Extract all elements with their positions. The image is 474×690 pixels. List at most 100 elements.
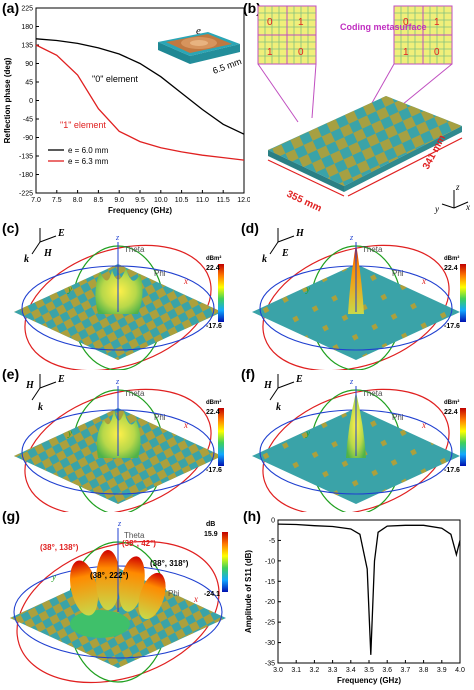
legend: e = 6.0 mm e = 6.3 mm xyxy=(48,146,109,166)
axis-y: y xyxy=(51,572,56,582)
field-label-b: E xyxy=(281,248,289,259)
x-tick-label: 4.0 xyxy=(455,667,465,674)
x-tick-label: 11.5 xyxy=(217,197,230,204)
panel-label-h: (h) xyxy=(243,508,261,524)
dim-x-label: 355 mm xyxy=(285,189,324,215)
y-axis-label: Amplitude of S11 (dB) xyxy=(244,550,253,633)
colorbar-e: dBm² 22.4 -17.6 xyxy=(206,399,224,474)
radiation-pattern-g xyxy=(70,550,166,638)
theta-label: Theta xyxy=(124,531,145,540)
y-tick-label: 180 xyxy=(21,24,33,31)
y-tick-label: -25 xyxy=(265,620,275,627)
y-tick-label: -15 xyxy=(265,579,275,586)
colorbar-min: -17.6 xyxy=(444,467,460,474)
series-line-1 xyxy=(35,44,245,161)
y-tick-label: 0 xyxy=(271,518,275,525)
theta-label: Theta xyxy=(124,245,145,254)
radiation-pattern-e xyxy=(96,410,141,458)
axis-z: z xyxy=(349,377,354,386)
y-tick-label: -20 xyxy=(265,599,275,606)
colorbar-max: 15.9 xyxy=(204,531,218,538)
beam-label-3: (38°, 222°) xyxy=(90,571,129,580)
x-tick-label: 10.0 xyxy=(154,197,168,204)
x-tick-label: 3.9 xyxy=(437,667,447,674)
colorbar-max: 22.4 xyxy=(206,265,220,272)
zero-element-annotation: "0" element xyxy=(92,74,138,84)
series-line-0 xyxy=(277,523,461,655)
colorbar-max: 22.4 xyxy=(206,409,220,416)
field-label-b: E xyxy=(295,374,303,385)
right-bit-3: 0 xyxy=(434,47,440,58)
x-axis-label: Frequency (GHz) xyxy=(337,676,401,685)
colorbar-min: -17.6 xyxy=(206,323,222,330)
field-orientation-c: E H k xyxy=(24,228,65,265)
left-bit-1: 1 xyxy=(298,17,304,28)
farfield-d: H E k z Theta Phi x y dBm² 22.4 -17.6 xyxy=(252,228,466,370)
reflection-phase-chart: 7.0 7.5 8.0 8.5 9.0 9.5 10.0 10.5 11.0 11.5 12.0 22… xyxy=(3,6,250,216)
colorbar-f: dBm² 22.4 -17.6 xyxy=(444,399,466,474)
y-tick-label: 90 xyxy=(25,61,33,68)
x-tick-label: 8.0 xyxy=(73,197,83,204)
radiation-pattern-c xyxy=(95,268,143,314)
panel-label-g: (g) xyxy=(2,508,20,524)
panel-label-d: (d) xyxy=(241,220,259,236)
axis-x: x xyxy=(183,420,188,430)
x-axis-label: Frequency (GHz) xyxy=(108,206,172,215)
coding-metasurface-text: Coding metasurface xyxy=(340,22,427,32)
coding-grid-left xyxy=(257,5,317,65)
axis-x: x xyxy=(193,594,198,604)
x-tick-label: 3.2 xyxy=(310,667,320,674)
x-tick-label: 8.5 xyxy=(94,197,104,204)
axis-x-label: x xyxy=(465,202,470,212)
x-tick-label: 3.0 xyxy=(273,667,283,674)
x-tick-label: 3.4 xyxy=(346,667,356,674)
x-tick-label: 3.3 xyxy=(328,667,338,674)
colorbar-min: -17.6 xyxy=(444,323,460,330)
axis-z-label: z xyxy=(455,182,460,192)
right-bit-2: 1 xyxy=(403,47,409,58)
y-tick-label: 0 xyxy=(29,98,33,105)
y-tick-label: -135 xyxy=(19,154,33,161)
field-label-k: k xyxy=(262,254,267,265)
phi-label: Phi xyxy=(392,413,404,422)
beam-label-0: (38°, 138°) xyxy=(40,543,79,552)
x-tick-label: 11.0 xyxy=(196,197,209,204)
y-tick-label: -180 xyxy=(19,172,33,179)
axis-z: z xyxy=(349,233,354,242)
y-tick-label: 45 xyxy=(25,80,33,87)
panel-label-e: (e) xyxy=(2,366,20,382)
unit-cell-inset xyxy=(158,32,240,64)
x-tick-label: 7.5 xyxy=(52,197,62,204)
y-tick-label: -10 xyxy=(265,558,275,565)
x-tick-label: 3.1 xyxy=(291,667,301,674)
field-label-a: H xyxy=(25,380,35,391)
x-tick-label: 7.0 xyxy=(31,197,41,204)
colorbar-d: dBm² 22.4 -17.6 xyxy=(444,255,466,330)
colorbar-unit: dBm² xyxy=(206,399,221,406)
beam-label-1: (38°, 42°) xyxy=(122,539,156,548)
field-label-b: E xyxy=(57,374,65,385)
theta-label: Theta xyxy=(362,245,383,254)
metasurface-diagram: 0 1 1 0 0 1 1 0 Coding metasurface 355 m… xyxy=(257,5,470,215)
colorbar-unit: dBm² xyxy=(444,255,459,262)
series-line-0 xyxy=(35,38,245,135)
right-bit-0: 0 xyxy=(403,17,409,28)
y-tick-label: -30 xyxy=(265,640,275,647)
phi-label: Phi xyxy=(154,413,166,422)
metasurface-plate xyxy=(268,96,462,192)
y-tick-label: -45 xyxy=(23,117,33,124)
axis-y: y xyxy=(67,428,72,438)
coding-metasurface-label: Coding metasurface xyxy=(340,22,427,32)
left-bit-0: 0 xyxy=(267,17,273,28)
panel-label-b: (b) xyxy=(243,0,261,16)
x-tick-label: 9.0 xyxy=(114,197,124,204)
legend-entry-0: e = 6.0 mm xyxy=(68,146,109,155)
farfield-c: E H k z Theta Phi x y dBm² 22.4 -17.6 xyxy=(14,228,224,370)
x-tick-label: 3.5 xyxy=(364,667,374,674)
axis-y: y xyxy=(305,428,310,438)
y-tick-label: -5 xyxy=(269,538,275,545)
field-label-a: E xyxy=(57,228,65,239)
x-tick-label: 12.0 xyxy=(237,197,250,204)
one-element-annotation: "1" element xyxy=(60,120,106,130)
s11-chart: 3.0 3.1 3.2 3.3 3.4 3.5 3.6 3.7 3.8 3.9 4.0 0 -5 -10 -… xyxy=(244,518,465,686)
